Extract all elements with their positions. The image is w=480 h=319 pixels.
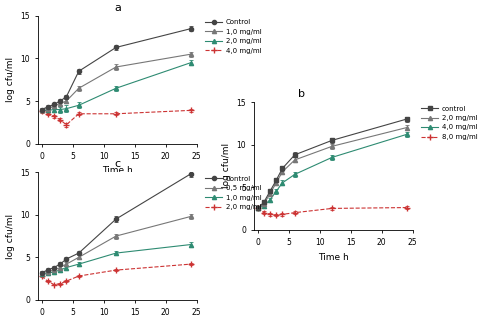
X-axis label: Time h: Time h [102, 167, 133, 175]
Y-axis label: log cfu/ml: log cfu/ml [6, 213, 15, 259]
Y-axis label: log cfu/ml: log cfu/ml [6, 57, 15, 102]
Legend: control, 2,0 mg/ml, 4,0 mg/ml, 8,0 mg/ml: control, 2,0 mg/ml, 4,0 mg/ml, 8,0 mg/ml [421, 106, 478, 140]
Text: c: c [115, 159, 120, 169]
Y-axis label: log cfu/ml: log cfu/ml [222, 143, 231, 189]
X-axis label: Time h: Time h [318, 253, 349, 262]
Text: a: a [114, 3, 121, 13]
Legend: Control, 1,0 mg/ml, 2,0 mg/ml, 4,0 mg/ml: Control, 1,0 mg/ml, 2,0 mg/ml, 4,0 mg/ml [205, 19, 262, 54]
Text: b: b [299, 89, 305, 99]
Legend: Control, 0,5 mg/ml, 1,0 mg/ml, 2,0 mg/ml: Control, 0,5 mg/ml, 1,0 mg/ml, 2,0 mg/ml [205, 176, 262, 210]
